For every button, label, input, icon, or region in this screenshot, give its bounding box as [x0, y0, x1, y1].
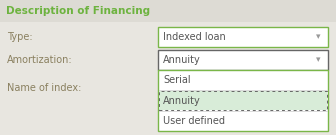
- Text: Indexed loan: Indexed loan: [163, 32, 226, 42]
- Text: Type:: Type:: [7, 32, 33, 42]
- Bar: [0, 0, 336, 22]
- Text: ▾: ▾: [316, 55, 320, 65]
- Bar: [159, 91, 327, 110]
- Text: Annuity: Annuity: [163, 55, 201, 65]
- Text: Name of index:: Name of index:: [7, 83, 81, 93]
- Bar: [158, 27, 328, 47]
- Text: User defined: User defined: [163, 116, 225, 126]
- Bar: [158, 50, 328, 70]
- Text: Amortization:: Amortization:: [7, 55, 73, 65]
- Text: ▾: ▾: [316, 33, 320, 41]
- Text: Description of Financing: Description of Financing: [6, 6, 150, 16]
- Bar: [159, 91, 327, 110]
- Text: Serial: Serial: [163, 75, 191, 85]
- Bar: [0, 22, 336, 135]
- Text: Annuity: Annuity: [163, 95, 201, 105]
- Bar: [158, 70, 328, 131]
